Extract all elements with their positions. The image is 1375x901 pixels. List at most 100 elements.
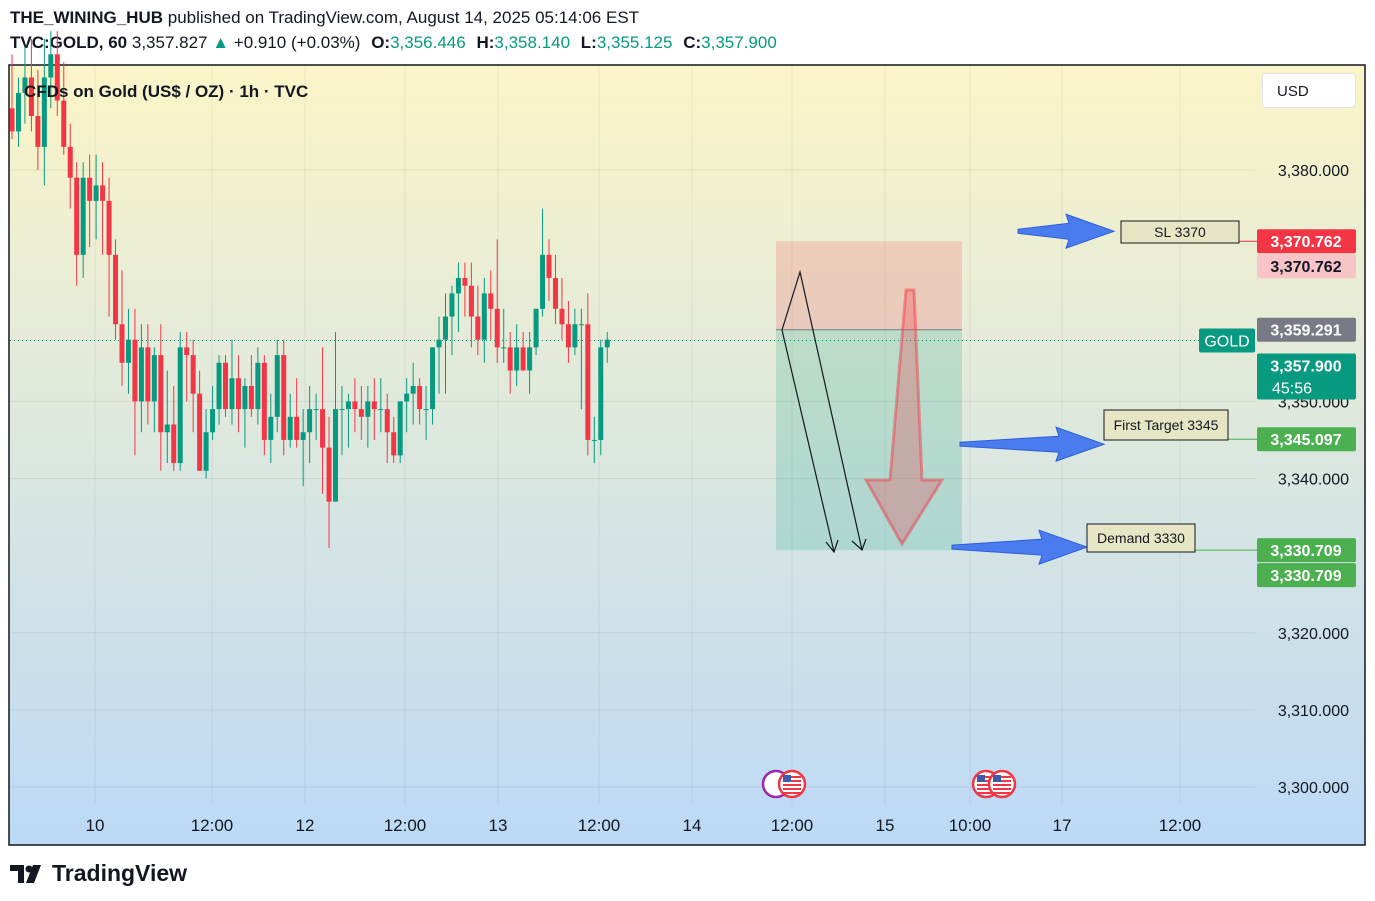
take-profit-zone[interactable] [776, 329, 962, 551]
us-flag-stripe [977, 792, 995, 794]
candle-body [430, 347, 436, 410]
candle-body [540, 254, 546, 309]
x-tick-label: 12:00 [1159, 816, 1202, 835]
sl-arrow-icon[interactable] [1017, 213, 1116, 250]
tradingview-logo[interactable]: TradingView [10, 860, 187, 887]
annotation-box[interactable] [1120, 220, 1240, 244]
y-tick-label: 3,380.000 [1278, 163, 1349, 180]
candle-body [436, 339, 442, 348]
price-tag-label: 3,345.097 [1270, 432, 1341, 449]
candle-body [177, 347, 183, 464]
candle-body [378, 409, 384, 411]
candle-body [287, 416, 293, 440]
candle-body [313, 409, 319, 411]
candle-body [520, 347, 526, 371]
chart-pane[interactable] [8, 64, 1366, 846]
drawings[interactable]: SL 3370 First Target 3345 Demand 3330 [781, 213, 1257, 565]
annotation-box[interactable] [1103, 409, 1229, 441]
high-value: 3,358.140 [494, 33, 571, 52]
author-name[interactable]: THE_WINING_HUB [10, 8, 164, 27]
demand-arrow-icon[interactable] [951, 529, 1089, 565]
candle-body [468, 285, 474, 317]
candle-body [417, 385, 423, 410]
candle-body [125, 339, 131, 363]
candle-body [527, 347, 533, 371]
price-tag-label: 3,330.709 [1270, 543, 1341, 560]
candle-body [223, 362, 229, 410]
price-labels: 3,370.762 3,370.762 3,359.291 GOLD 3,357.900… [1199, 229, 1356, 588]
x-tick-label: 12:00 [191, 816, 234, 835]
price-tag-label: 3,357.900 [1270, 358, 1341, 375]
candle-body [210, 409, 216, 433]
candle-body [333, 409, 338, 502]
x-tick-label: 10 [86, 816, 105, 835]
projection-path-outer[interactable] [781, 269, 863, 551]
candle-body [345, 401, 351, 410]
candle-body [371, 401, 377, 410]
projection-path-inner[interactable] [781, 329, 835, 553]
x-tick-label: 12:00 [384, 816, 427, 835]
us-flag-stripe [783, 776, 801, 778]
candle-body [164, 424, 170, 433]
candle-body [255, 362, 261, 410]
candle-body [423, 409, 429, 411]
candle-body [533, 308, 539, 348]
candle-body [197, 393, 203, 471]
down-arrow-icon[interactable] [863, 288, 945, 547]
time-axis[interactable]: 10 12:00 12 12:00 13 12:00 14 12:00 15 10:00 17 12:… [86, 816, 1202, 835]
us-flag-stripe [783, 784, 801, 786]
candle-body [242, 385, 248, 410]
close-value: 3,357.900 [701, 33, 777, 52]
candle-body [216, 362, 222, 410]
y-tick-label: 3,300.000 [1278, 780, 1349, 797]
us-flag-canton [993, 775, 1001, 782]
candle-body [397, 401, 403, 456]
x-tick-label: 13 [489, 816, 508, 835]
candle-body [475, 316, 481, 340]
us-flag-stripe [977, 784, 995, 786]
candle-body [552, 277, 558, 309]
event-icons[interactable] [761, 769, 1017, 799]
candle-body [132, 339, 138, 402]
publish-header: THE_WINING_HUB published on TradingView.… [10, 8, 639, 28]
candle-body [22, 77, 28, 93]
x-tick-label: 12 [296, 816, 315, 835]
candle-body [151, 355, 157, 402]
candle-body [158, 355, 164, 433]
annotation-box[interactable] [1086, 523, 1196, 553]
stop-loss-zone[interactable] [776, 241, 962, 330]
candle-body [546, 254, 552, 278]
candle-body [604, 339, 610, 348]
candle-body [442, 316, 448, 340]
chart-title: CFDs on Gold (US$ / OZ) · 1h · TVC [24, 82, 308, 101]
us-flag-stripe [993, 784, 1011, 786]
x-tick-label: 15 [876, 816, 895, 835]
x-tick-label: 14 [683, 816, 702, 835]
up-triangle-icon: ▲ [212, 33, 230, 52]
us-flag-stripe [993, 788, 1011, 790]
us-flag-stripe [993, 776, 1011, 778]
candle-body [184, 347, 190, 356]
candle-body [294, 416, 300, 440]
last-price: 3,357.827 [131, 33, 208, 52]
currency-button[interactable]: USD [1262, 73, 1356, 108]
candle-body [300, 432, 306, 440]
price-tag [1257, 563, 1356, 588]
candle-body [578, 324, 584, 326]
candle-body [404, 393, 410, 402]
price-change: +0.910 (+0.03%) [233, 33, 361, 52]
us-flag-stripe [993, 792, 1011, 794]
candle-body [15, 92, 21, 132]
us-flag-stripe [993, 780, 1011, 782]
price-tag [1257, 538, 1356, 563]
candles [9, 31, 610, 548]
target-arrow-icon[interactable] [959, 426, 1106, 463]
price-tag-label: 3,330.709 [1270, 568, 1341, 585]
candle-body [365, 401, 371, 417]
ohlc-header: TVC:GOLD, 60 3,357.827 ▲ +0.910 (+0.03%)… [10, 33, 777, 53]
candle-body [488, 293, 494, 309]
x-tick-label: 17 [1053, 816, 1072, 835]
candle-body [598, 347, 604, 440]
open-value: 3,356.446 [390, 33, 466, 52]
